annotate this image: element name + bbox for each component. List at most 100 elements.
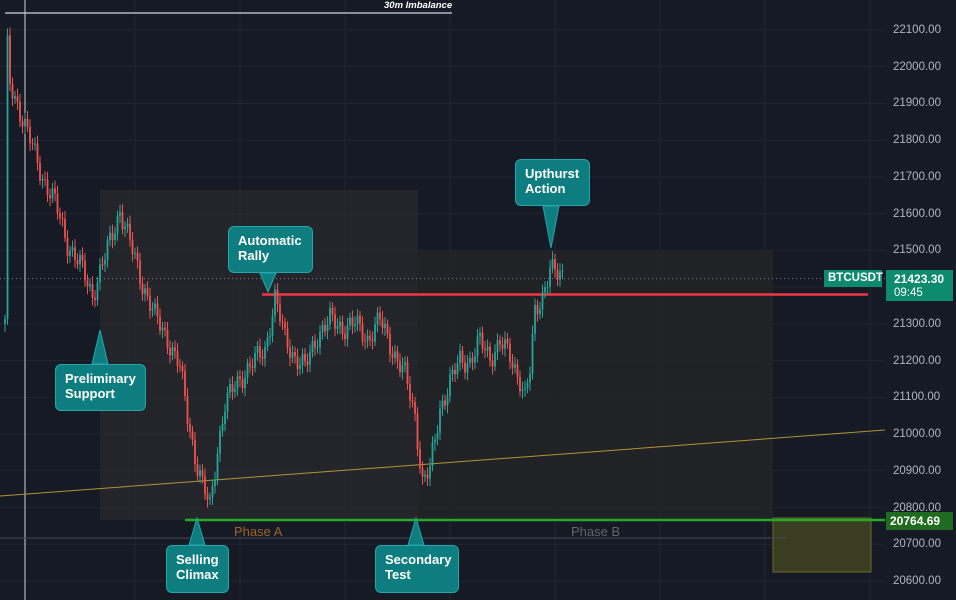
candle-body xyxy=(174,347,176,352)
candle-body xyxy=(34,143,36,145)
trend-line xyxy=(0,429,886,497)
candle-body xyxy=(321,325,324,333)
candle-body xyxy=(344,333,346,340)
candle-body xyxy=(154,303,156,309)
candle-body xyxy=(44,178,46,180)
candle-body xyxy=(106,240,109,261)
candle-body xyxy=(461,350,464,363)
candle-body xyxy=(306,361,309,365)
candle-body xyxy=(124,227,126,230)
pointer-automatic-rally xyxy=(259,272,277,294)
last-price-value: 21423.30 xyxy=(894,272,945,286)
candle-body xyxy=(416,413,419,450)
candle-body xyxy=(244,377,246,389)
candle-body xyxy=(89,283,91,287)
candle-body xyxy=(419,449,421,469)
candle-body xyxy=(356,315,359,325)
candle-body xyxy=(481,332,484,349)
price-tick-label: 20600.00 xyxy=(893,575,941,587)
candle-body xyxy=(371,339,374,342)
candle-body xyxy=(94,297,96,301)
candle-body xyxy=(151,308,154,311)
candle-body xyxy=(251,366,254,368)
candle-body xyxy=(539,309,541,315)
candle-body xyxy=(519,376,521,392)
phase-b-zone xyxy=(418,250,773,520)
candle-body xyxy=(466,363,469,373)
candle-body xyxy=(501,344,504,349)
price-tick-label: 20900.00 xyxy=(893,464,941,477)
candle-body xyxy=(99,264,101,283)
candle-body xyxy=(116,215,119,234)
candle-body xyxy=(374,324,376,342)
candle-body xyxy=(531,333,534,374)
candle-body xyxy=(486,346,489,351)
candle-body xyxy=(546,286,549,288)
pointer-upthurst-action xyxy=(542,205,560,249)
candle-body xyxy=(284,322,286,329)
candle-body xyxy=(6,35,9,320)
candle-body xyxy=(441,400,444,409)
candle-body xyxy=(31,143,34,145)
candle-body xyxy=(469,357,471,364)
candle-body xyxy=(509,343,511,362)
price-tick-label: 21300.00 xyxy=(893,317,941,330)
candle-body xyxy=(551,258,554,269)
candle-body xyxy=(51,188,54,199)
candle-body xyxy=(221,423,224,431)
candle-body xyxy=(381,319,384,328)
candle-body xyxy=(211,486,214,498)
candle-body xyxy=(526,382,529,388)
price-tick-label: 21900.00 xyxy=(893,97,941,110)
candle-body xyxy=(491,360,494,367)
price-tick-label: 21000.00 xyxy=(893,428,941,441)
candle-body xyxy=(556,269,559,280)
candle-body xyxy=(159,316,161,331)
candle-body xyxy=(91,283,94,298)
candle-body xyxy=(189,424,191,432)
candle-body xyxy=(204,476,206,495)
candle-body xyxy=(391,354,394,358)
candle-body xyxy=(11,83,14,99)
price-tick-label: 21500.00 xyxy=(893,244,941,257)
candle-body xyxy=(341,321,344,334)
candle-body xyxy=(474,356,476,363)
candle-body xyxy=(289,347,291,359)
candle-body xyxy=(376,312,379,325)
candle-body xyxy=(439,408,441,433)
candle-body xyxy=(121,212,124,230)
candle-body xyxy=(229,383,231,393)
candle-body xyxy=(199,470,201,476)
candle-body xyxy=(201,470,204,477)
candle-body xyxy=(409,383,411,401)
candle-body xyxy=(119,212,121,216)
price-tick-label: 21700.00 xyxy=(893,170,941,183)
candle-body xyxy=(24,118,26,127)
candle-body xyxy=(41,178,44,181)
candle-body xyxy=(504,339,506,349)
candle-body xyxy=(559,271,561,280)
candle-body xyxy=(274,289,276,316)
candle-body xyxy=(476,336,479,357)
candle-body xyxy=(361,323,364,342)
candle-body xyxy=(339,321,341,327)
pointer-selling-climax xyxy=(188,516,206,546)
phase-b-label: Phase B xyxy=(571,524,621,539)
candle-body xyxy=(126,223,129,228)
candle-body xyxy=(281,321,284,323)
candle-body xyxy=(496,340,499,353)
candle-body xyxy=(104,260,106,265)
candle-body xyxy=(544,287,546,293)
candle-body xyxy=(129,223,131,240)
candle-body xyxy=(149,295,151,311)
symbol-tag[interactable]: BTCUSDT xyxy=(824,270,883,287)
candle-body xyxy=(56,193,59,214)
candle-body xyxy=(324,325,326,332)
candle-body xyxy=(64,218,66,238)
candle-body xyxy=(396,351,399,361)
target-zone xyxy=(772,517,872,573)
candle-body xyxy=(366,335,369,342)
callout-upthurst-action: Upthurst Action xyxy=(515,159,590,206)
